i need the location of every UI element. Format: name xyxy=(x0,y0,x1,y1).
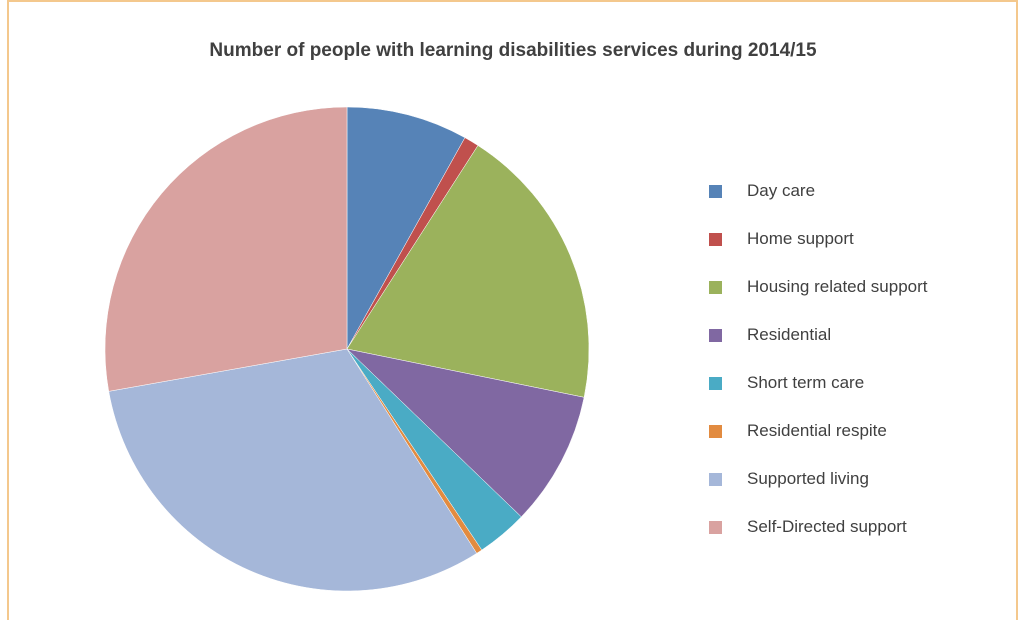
chart-title: Number of people with learning disabilit… xyxy=(209,40,817,61)
pie-slice-housing-related-support xyxy=(346,145,590,398)
legend-item: Self-Directed support xyxy=(709,503,928,551)
legend-swatch xyxy=(709,328,722,342)
legend-label: Short term care xyxy=(747,373,865,392)
legend-swatch xyxy=(709,424,722,438)
pie-slice-self-directed-support xyxy=(104,106,348,392)
legend-item: Home support xyxy=(709,215,928,263)
legend-label: Residential xyxy=(747,325,832,344)
pie-slice-supported-living xyxy=(108,348,478,592)
legend-item: Short term care xyxy=(709,359,928,407)
pie-slice-day-care xyxy=(346,106,466,350)
chart-legend: Day care Home support Housing related supp… xyxy=(709,167,928,551)
legend-item: Housing related support xyxy=(709,263,928,311)
legend-swatch xyxy=(709,184,722,198)
legend-swatch xyxy=(709,280,722,294)
legend-label: Day care xyxy=(747,181,816,200)
legend-item: Supported living xyxy=(709,455,928,503)
legend-label: Housing related support xyxy=(747,277,928,296)
legend-label: Home support xyxy=(747,229,854,248)
pie-slice-residential xyxy=(346,348,585,518)
legend-label: Residential respite xyxy=(747,421,887,440)
legend-swatch xyxy=(709,376,722,390)
legend-swatch xyxy=(709,520,722,534)
legend-item: Day care xyxy=(709,167,928,215)
legend-swatch xyxy=(709,472,722,486)
legend-item: Residential xyxy=(709,311,928,359)
legend-label: Self-Directed support xyxy=(747,517,907,536)
legend-item: Residential respite xyxy=(709,407,928,455)
chart-frame xyxy=(7,0,1018,620)
legend-swatch xyxy=(709,232,722,246)
legend-label: Supported living xyxy=(747,469,869,488)
